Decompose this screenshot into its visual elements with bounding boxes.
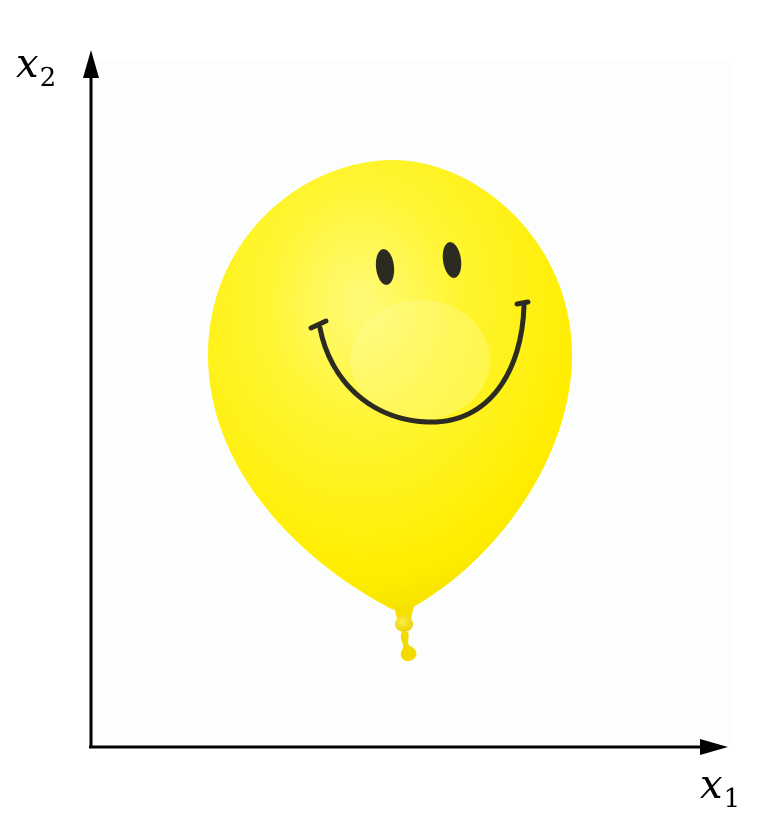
x1-axis-label-sub: 1 <box>723 784 741 814</box>
left-eye <box>375 249 395 285</box>
smile-mouth <box>317 303 527 425</box>
x2-axis-label-var: x <box>16 41 39 87</box>
axes <box>83 50 728 755</box>
x1-axis-label-var: x <box>700 762 723 808</box>
x1-axis-arrowhead <box>700 739 728 755</box>
balloon-tail <box>400 632 417 662</box>
balloon-sheen <box>350 300 490 420</box>
x2-axis-label-sub: 2 <box>39 63 57 93</box>
x2-axis-arrowhead <box>83 50 99 78</box>
x1-axis-label: x1 <box>700 762 740 812</box>
balloon-knot <box>395 616 413 632</box>
smile-right-tip <box>514 299 531 307</box>
smiley-balloon-icon <box>208 159 572 662</box>
right-eye <box>442 242 462 278</box>
smile-left-tip <box>308 318 329 331</box>
x2-axis-label: x2 <box>16 41 56 91</box>
balloon-body <box>208 159 572 611</box>
